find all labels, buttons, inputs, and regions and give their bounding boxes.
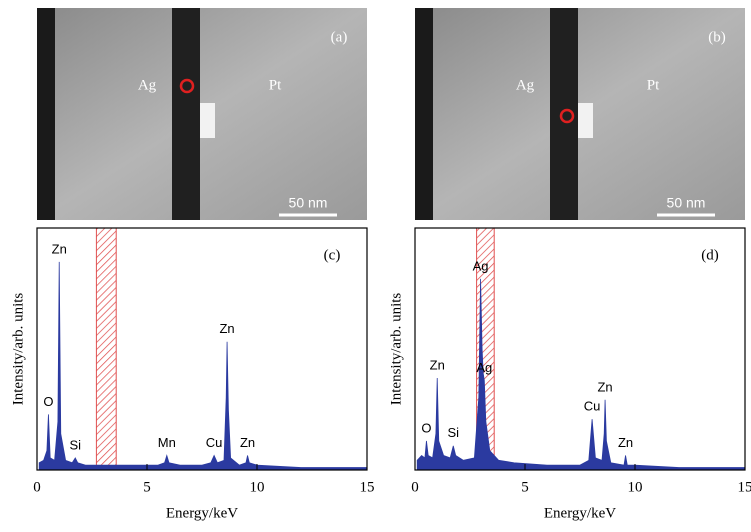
peak-label: Zn xyxy=(597,379,612,394)
panel-label: (b) xyxy=(708,29,726,45)
panel-label: (a) xyxy=(331,29,348,45)
peak-label: Si xyxy=(447,425,459,440)
spectrum xyxy=(39,262,367,470)
peak-label: Ag xyxy=(476,360,492,375)
peak-label: Cu xyxy=(206,435,223,450)
scale-bar-label: 50 nm xyxy=(289,195,328,211)
plot-frame xyxy=(37,228,367,470)
region-label: Pt xyxy=(647,77,660,93)
figure: Ag Pt (a) 50 nm Ag Pt (b) 50 nm 0 5 10 15 Energy/keV… xyxy=(0,0,751,527)
x-tick-label: 10 xyxy=(250,479,265,495)
peak-label: Zn xyxy=(219,321,234,336)
spectrum-chart: 0 5 10 15 Energy/keV Intensity/arb. units (c) O… xyxy=(10,228,374,521)
x-tick-label: 0 xyxy=(411,479,419,495)
region-label: Pt xyxy=(269,77,282,93)
peak-label: Zn xyxy=(240,435,255,450)
x-axis-label: Energy/keV xyxy=(166,505,238,521)
bright-spot xyxy=(200,103,215,138)
panel-label: (c) xyxy=(324,247,341,263)
x-tick-label: 10 xyxy=(628,479,643,495)
x-tick-label: 5 xyxy=(143,479,151,495)
x-tick-label: 0 xyxy=(33,479,41,495)
micrograph: Ag Pt (a) 50 nm xyxy=(37,8,367,220)
gap xyxy=(172,8,200,220)
peak-label: Zn xyxy=(52,241,67,256)
peak-label: Cu xyxy=(584,399,601,414)
bright-spot xyxy=(578,103,593,138)
peak-label: Mn xyxy=(158,435,176,450)
peak-label: Zn xyxy=(430,357,445,372)
x-tick-label: 15 xyxy=(360,479,375,495)
peak-label: Zn xyxy=(618,435,633,450)
panel-label: (d) xyxy=(701,247,719,263)
micrograph: Ag Pt (b) 50 nm xyxy=(415,8,745,220)
spectrum xyxy=(417,279,745,470)
spectrum-chart: 0 5 10 15 Energy/keV Intensity/arb. units (d) O… xyxy=(388,228,751,521)
x-tick-label: 15 xyxy=(738,479,751,495)
peak-label: Ag xyxy=(473,258,489,273)
peak-label: Si xyxy=(69,437,81,452)
x-tick-label: 5 xyxy=(521,479,529,495)
peak-label: O xyxy=(43,394,53,409)
region-label: Ag xyxy=(138,77,157,93)
plot-frame xyxy=(415,228,745,470)
scale-bar-label: 50 nm xyxy=(667,195,706,211)
y-axis-label: Intensity/arb. units xyxy=(10,293,26,406)
image-edge xyxy=(37,8,55,220)
region-label: Ag xyxy=(516,77,535,93)
x-axis-label: Energy/keV xyxy=(544,505,616,521)
highlight-band xyxy=(96,228,116,470)
y-axis-label: Intensity/arb. units xyxy=(388,293,404,406)
peak-label: O xyxy=(421,420,431,435)
image-edge xyxy=(415,8,433,220)
